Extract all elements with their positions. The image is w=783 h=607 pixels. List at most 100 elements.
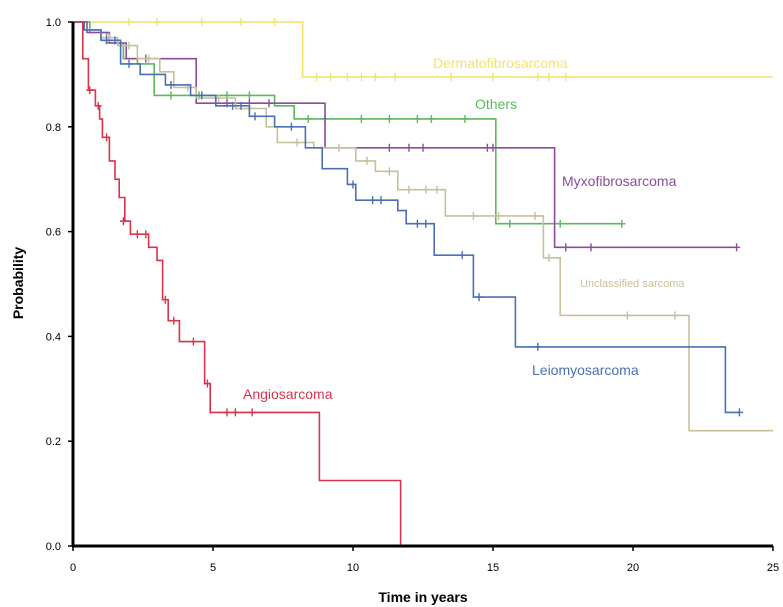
censor-mark-dermatofibrosarcoma (327, 73, 335, 82)
censor-mark-unclassified-sarcoma (623, 311, 631, 320)
censor-mark-leiomyosarcoma (422, 219, 430, 228)
censor-mark-leiomyosarcoma (349, 180, 357, 189)
censor-mark-angiosarcoma (133, 230, 141, 239)
series-others (73, 21, 626, 228)
series-layer (73, 18, 773, 546)
survival-curve-others (73, 21, 622, 225)
y-tick-label: 0.8 (46, 122, 61, 134)
censor-mark-unclassified-sarcoma (545, 253, 553, 262)
censor-mark-dermatofibrosarcoma (534, 73, 542, 82)
censor-mark-dermatofibrosarcoma (489, 73, 497, 82)
censor-mark-leiomyosarcoma (103, 36, 111, 45)
survival-curve-unclassified-sarcoma (73, 21, 773, 432)
series-leiomyosarcoma (73, 21, 743, 417)
censor-mark-myxofibrosarcoma (405, 143, 413, 152)
censor-mark-angiosarcoma (142, 230, 150, 239)
survival-curve-leiomyosarcoma (73, 21, 740, 414)
censor-mark-dermatofibrosarcoma (343, 73, 351, 82)
censor-mark-unclassified-sarcoma (405, 185, 413, 194)
censor-mark-leiomyosarcoma (125, 59, 133, 68)
censor-mark-myxofibrosarcoma (733, 243, 741, 252)
censor-mark-unclassified-sarcoma (495, 211, 503, 220)
censor-mark-myxofibrosarcoma (587, 243, 595, 252)
censor-mark-myxofibrosarcoma (562, 243, 570, 252)
x-tick-label: 0 (70, 562, 76, 574)
censor-mark-unclassified-sarcoma (385, 167, 393, 176)
censor-mark-dermatofibrosarcoma (545, 73, 553, 82)
censor-mark-angiosarcoma (248, 408, 256, 417)
y-axis-ticks: 0.0 0.2 0.4 0.6 0.8 1.0 (46, 17, 73, 553)
censor-mark-unclassified-sarcoma (531, 211, 539, 220)
censor-mark-others (618, 219, 626, 228)
censor-mark-unclassified-sarcoma (145, 54, 153, 63)
label-dermatofibrosarcoma: Dermatofibrosarcoma (433, 55, 568, 71)
censor-mark-others (556, 219, 564, 228)
censor-mark-dermatofibrosarcoma (562, 73, 570, 82)
y-tick-label: 0.0 (46, 541, 61, 553)
x-tick-label: 15 (487, 562, 499, 574)
censor-mark-angiosarcoma (161, 295, 169, 304)
x-tick-label: 5 (210, 562, 216, 574)
censor-mark-leiomyosarcoma (458, 251, 466, 260)
series-unclassified-sarcoma (73, 21, 773, 432)
censor-mark-dermatofibrosarcoma (271, 18, 279, 26)
censor-mark-angiosarcoma (223, 408, 231, 417)
y-tick-label: 0.4 (46, 331, 61, 343)
censor-mark-angiosarcoma (119, 217, 127, 226)
censor-mark-others (461, 114, 469, 123)
censor-mark-leiomyosarcoma (251, 112, 259, 121)
censor-mark-dermatofibrosarcoma (125, 18, 133, 26)
censor-mark-leiomyosarcoma (377, 196, 385, 205)
x-axis-ticks: 0 5 10 15 20 25 (70, 546, 779, 574)
y-tick-label: 0.6 (46, 227, 61, 239)
censor-mark-others (167, 91, 175, 100)
survival-curve-myxofibrosarcoma (73, 21, 737, 249)
censor-mark-others (304, 114, 312, 123)
censor-mark-angiosarcoma (189, 337, 197, 346)
censor-mark-dermatofibrosarcoma (371, 73, 379, 82)
censor-mark-dermatofibrosarcoma (198, 18, 206, 26)
censor-mark-unclassified-sarcoma (363, 156, 371, 165)
series-angiosarcoma (73, 21, 402, 546)
censor-mark-leiomyosarcoma (167, 80, 175, 89)
censor-mark-myxofibrosarcoma (419, 143, 427, 152)
censor-mark-leiomyosarcoma (534, 342, 542, 351)
censor-mark-myxofibrosarcoma (489, 143, 497, 152)
censor-mark-dermatofibrosarcoma (237, 18, 245, 26)
censor-mark-angiosarcoma (94, 101, 102, 110)
censor-mark-leiomyosarcoma (198, 91, 206, 100)
censor-mark-angiosarcoma (86, 86, 94, 95)
series-myxofibrosarcoma (73, 21, 741, 252)
censor-mark-unclassified-sarcoma (335, 143, 343, 152)
censor-mark-unclassified-sarcoma (469, 211, 477, 220)
censor-mark-unclassified-sarcoma (433, 185, 441, 194)
censor-mark-myxofibrosarcoma (385, 143, 393, 152)
y-tick-label: 0.2 (46, 436, 61, 448)
censor-mark-leiomyosarcoma (475, 293, 483, 302)
censor-mark-unclassified-sarcoma (671, 311, 679, 320)
censor-mark-unclassified-sarcoma (125, 41, 133, 50)
label-myxofibrosarcoma: Myxofibrosarcoma (562, 173, 677, 189)
x-tick-label: 10 (347, 562, 359, 574)
y-axis-title: Probability (10, 247, 26, 320)
label-others: Others (475, 96, 517, 112)
censor-mark-dermatofibrosarcoma (153, 18, 161, 26)
censor-mark-leiomyosarcoma (229, 101, 237, 110)
censor-mark-angiosarcoma (170, 316, 178, 325)
censor-mark-dermatofibrosarcoma (313, 73, 321, 82)
censor-mark-others (427, 114, 435, 123)
x-tick-label: 20 (627, 562, 639, 574)
survival-curve-angiosarcoma (73, 21, 402, 546)
censor-mark-angiosarcoma (103, 133, 111, 142)
censor-mark-dermatofibrosarcoma (391, 73, 399, 82)
censor-mark-leiomyosarcoma (413, 219, 421, 228)
censor-mark-others (413, 114, 421, 123)
x-tick-label: 25 (767, 562, 779, 574)
label-angiosarcoma: Angiosarcoma (243, 386, 333, 402)
censor-mark-others (357, 114, 365, 123)
censor-mark-leiomyosarcoma (369, 196, 377, 205)
censor-mark-dermatofibrosarcoma (447, 73, 455, 82)
censor-mark-others (245, 91, 253, 100)
